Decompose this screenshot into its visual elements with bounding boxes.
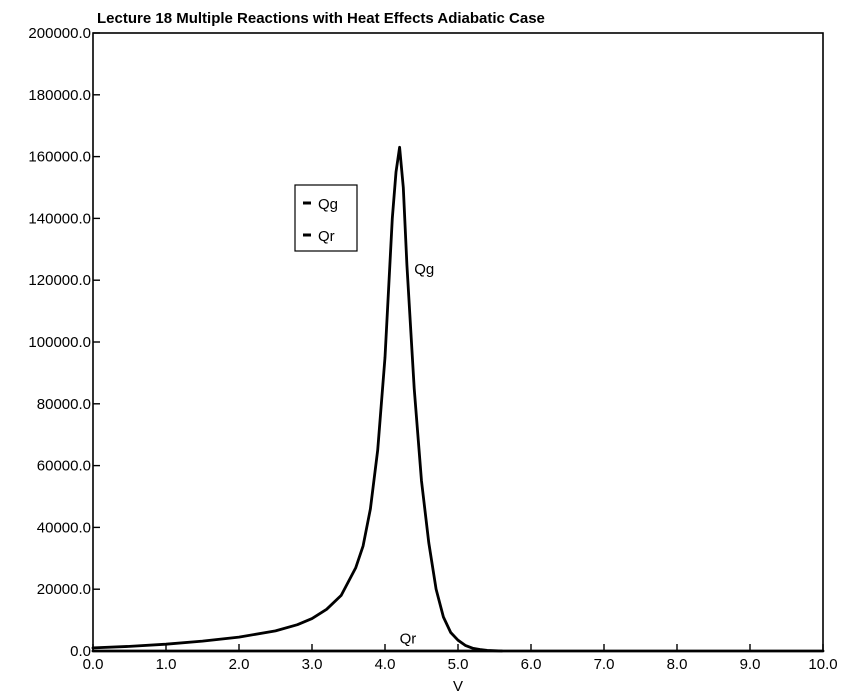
y-tick-label: 140000.0 — [28, 210, 91, 227]
y-tick-label: 0.0 — [70, 643, 91, 660]
x-axis-ticks: 0.0 1.0 2.0 3.0 4.0 5.0 6.0 7.0 8.0 9.0 10.0 — [83, 644, 838, 673]
x-axis-label: V — [453, 678, 463, 695]
legend: Qg Qr — [294, 184, 358, 252]
plot-area-frame — [92, 32, 824, 652]
y-tick-label: 200000.0 — [28, 25, 91, 42]
y-tick-label: 180000.0 — [28, 87, 91, 104]
x-tick-label: 1.0 — [156, 656, 177, 673]
annotation-qg: Qg — [414, 261, 434, 278]
annotations: Qg Qr — [400, 261, 435, 647]
x-tick-label: 7.0 — [594, 656, 615, 673]
y-tick-label: 100000.0 — [28, 334, 91, 351]
x-tick-label: 0.0 — [83, 656, 104, 673]
x-tick-label: 6.0 — [521, 656, 542, 673]
series-layer — [91, 145, 825, 653]
x-tick-label: 8.0 — [667, 656, 688, 673]
y-axis-ticks: 0.0 20000.0 40000.0 60000.0 80000.0 100000.0 1… — [28, 25, 100, 660]
x-tick-label: 4.0 — [375, 656, 396, 673]
x-tick-label: 10.0 — [808, 656, 837, 673]
y-tick-label: 160000.0 — [28, 149, 91, 166]
y-tick-label: 60000.0 — [37, 458, 91, 475]
legend-label-qg: Qg — [318, 196, 338, 213]
chart-title: Lecture 18 Multiple Reactions with Heat … — [97, 10, 545, 27]
y-tick-label: 120000.0 — [28, 272, 91, 289]
x-tick-label: 3.0 — [302, 656, 323, 673]
legend-label-qr: Qr — [318, 228, 335, 245]
series-line-qg — [91, 145, 504, 653]
y-tick-label: 80000.0 — [37, 396, 91, 413]
x-tick-label: 9.0 — [740, 656, 761, 673]
annotation-qr: Qr — [400, 630, 417, 647]
y-tick-label: 40000.0 — [37, 519, 91, 536]
x-tick-label: 5.0 — [448, 656, 469, 673]
x-tick-label: 2.0 — [229, 656, 250, 673]
y-tick-label: 20000.0 — [37, 581, 91, 598]
legend-box — [294, 184, 358, 252]
